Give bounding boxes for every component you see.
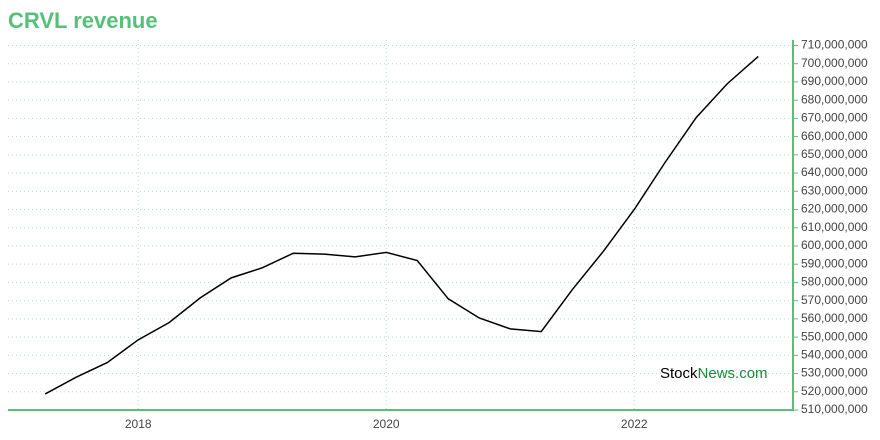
y-tick-label: 670,000,000	[801, 111, 868, 125]
marks	[44, 55, 759, 395]
x-tick-label: 2022	[621, 417, 648, 431]
y-tick-label: 540,000,000	[801, 347, 868, 361]
y-tick-label: 610,000,000	[801, 220, 868, 234]
y-tick-label: 620,000,000	[801, 202, 868, 216]
watermark: StockNews.com	[660, 365, 768, 382]
y-tick-label: 630,000,000	[801, 183, 868, 197]
y-tick-label: 530,000,000	[801, 366, 868, 380]
grid	[8, 40, 793, 411]
x-tick-label: 2020	[373, 417, 400, 431]
y-tick-label: 510,000,000	[801, 402, 868, 416]
y-tick-label: 580,000,000	[801, 275, 868, 289]
x-tick-label: 2018	[125, 417, 152, 431]
y-tick-label: 660,000,000	[801, 129, 868, 143]
y-tick-label: 710,000,000	[801, 38, 868, 52]
y-tick-label: 690,000,000	[801, 74, 868, 88]
line	[44, 55, 759, 395]
watermark-part: Stock	[660, 365, 698, 382]
y-tick-label: 570,000,000	[801, 293, 868, 307]
chart-title: CRVL revenue	[8, 8, 158, 33]
y-tick-label: 640,000,000	[801, 165, 868, 179]
y-tick-label: 520,000,000	[801, 384, 868, 398]
y-tick-label: 700,000,000	[801, 56, 868, 70]
y-tick-label: 550,000,000	[801, 329, 868, 343]
y-tick-label: 590,000,000	[801, 256, 868, 270]
watermark-part: News.com	[698, 365, 768, 382]
y-tick-label: 650,000,000	[801, 147, 868, 161]
y-tick-label: 560,000,000	[801, 311, 868, 325]
y-tick-label: 680,000,000	[801, 92, 868, 106]
y-tick-label: 600,000,000	[801, 238, 868, 252]
